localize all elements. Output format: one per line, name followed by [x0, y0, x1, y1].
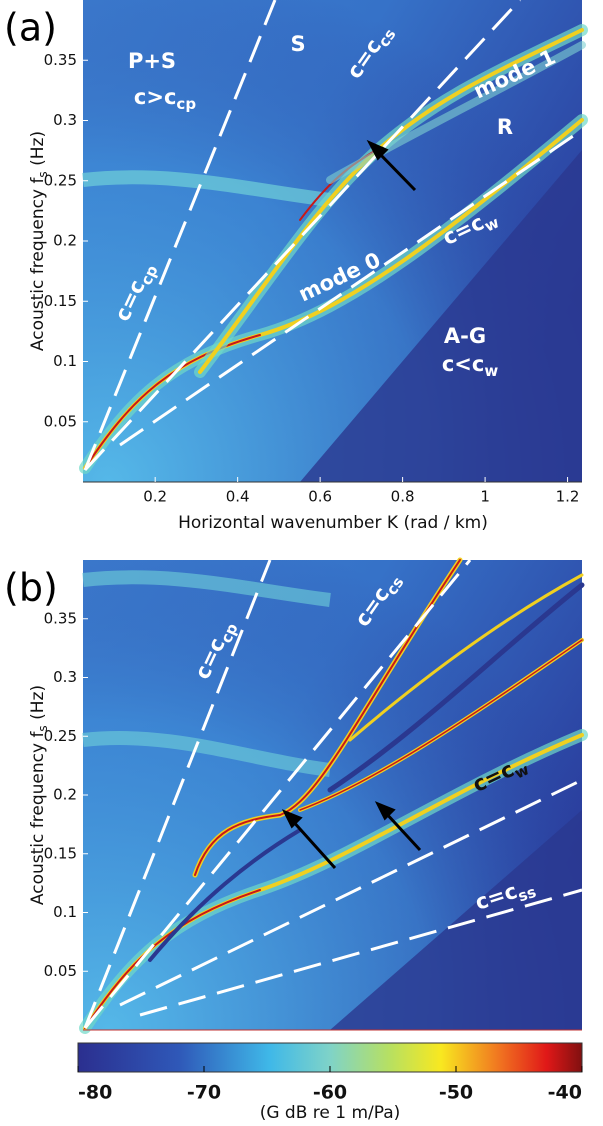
- y-axis-label: Acoustic frequency fs (Hz): [28, 685, 50, 905]
- y-tick-label: 0.35: [44, 609, 77, 627]
- x-tick-label: 1: [480, 488, 490, 506]
- y-axis-label-unit: (Hz): [28, 131, 48, 171]
- y-tick-label: 0.05: [44, 412, 77, 430]
- annotation: R: [497, 115, 513, 139]
- y-tick-label: 0.1: [53, 352, 77, 370]
- y-tick-label: 0.3: [53, 668, 77, 686]
- y-tick-label: 0.1: [53, 903, 77, 921]
- x-tick-label: 0.8: [391, 488, 415, 506]
- colorbar-tick-label: -80: [78, 1082, 112, 1104]
- y-axis-label-unit: (Hz): [28, 685, 48, 725]
- y-tick-label: 0.2: [53, 232, 77, 250]
- colorbar-label: (G dB re 1 m/Pa): [260, 1103, 401, 1123]
- y-tick-label: 0.15: [44, 844, 77, 862]
- annotation: c<cw: [442, 352, 499, 380]
- y-axis-label-main: Acoustic frequency f: [28, 177, 48, 352]
- annotation: S: [290, 32, 305, 56]
- y-tick-label: 0.05: [44, 962, 77, 980]
- x-tick-label: 0.6: [308, 488, 332, 506]
- panel-b: 0.05 0.1 0.15 0.2 0.25 0.3 0.35 Acoustic freque…: [4, 557, 588, 1034]
- annotation-text: c<c: [442, 352, 485, 376]
- colorbar: [77, 1042, 583, 1073]
- annotation-sub: cp: [176, 95, 196, 113]
- y-axis-label: Acoustic frequency fs (Hz): [28, 131, 50, 351]
- panel-a: 0.05 0.1 0.15 0.2 0.25 0.3 0.35 0.2 0.4 0.6 0.8 1 1.…: [4, 0, 588, 533]
- annotation-text: A-G: [444, 324, 486, 348]
- y-axis-label-sub: s: [36, 725, 50, 731]
- y-axis-label-main: Acoustic frequency f: [28, 731, 48, 906]
- panel-label: (a): [4, 6, 57, 50]
- annotation-text: c>c: [134, 85, 177, 109]
- x-tick-label: 0.2: [143, 488, 167, 506]
- y-tick-label: 0.15: [44, 292, 77, 310]
- x-tick-label: 0.4: [226, 488, 250, 506]
- y-axis-label-sub: s: [36, 171, 50, 177]
- y-tick-label: 0.2: [53, 786, 77, 804]
- colorbar-tick-label: -50: [439, 1082, 473, 1104]
- y-tick-label: 0.25: [44, 727, 77, 745]
- annotation-sub: ss: [516, 882, 539, 905]
- annotation-text: P+S: [128, 49, 176, 73]
- colorbar-tick-label: -70: [187, 1082, 221, 1104]
- annotation: A-G: [444, 324, 486, 348]
- annotation: P+S: [128, 49, 176, 73]
- annotation-text: S: [290, 32, 305, 56]
- x-axis-label: Horizontal wavenumber K (rad / km): [178, 513, 488, 533]
- annotation-sub: w: [484, 362, 498, 380]
- y-tick-label: 0.25: [44, 171, 77, 189]
- annotation-text: R: [497, 115, 513, 139]
- y-tick-label: 0.35: [44, 51, 77, 69]
- x-tick-label: 1.2: [556, 488, 580, 506]
- colorbar-tick-label: -60: [313, 1082, 347, 1104]
- panel-label: (b): [4, 566, 58, 610]
- colorbar-tick-label: -40: [548, 1082, 582, 1104]
- annotation: c>ccp: [134, 85, 196, 113]
- y-tick-label: 0.3: [53, 111, 77, 129]
